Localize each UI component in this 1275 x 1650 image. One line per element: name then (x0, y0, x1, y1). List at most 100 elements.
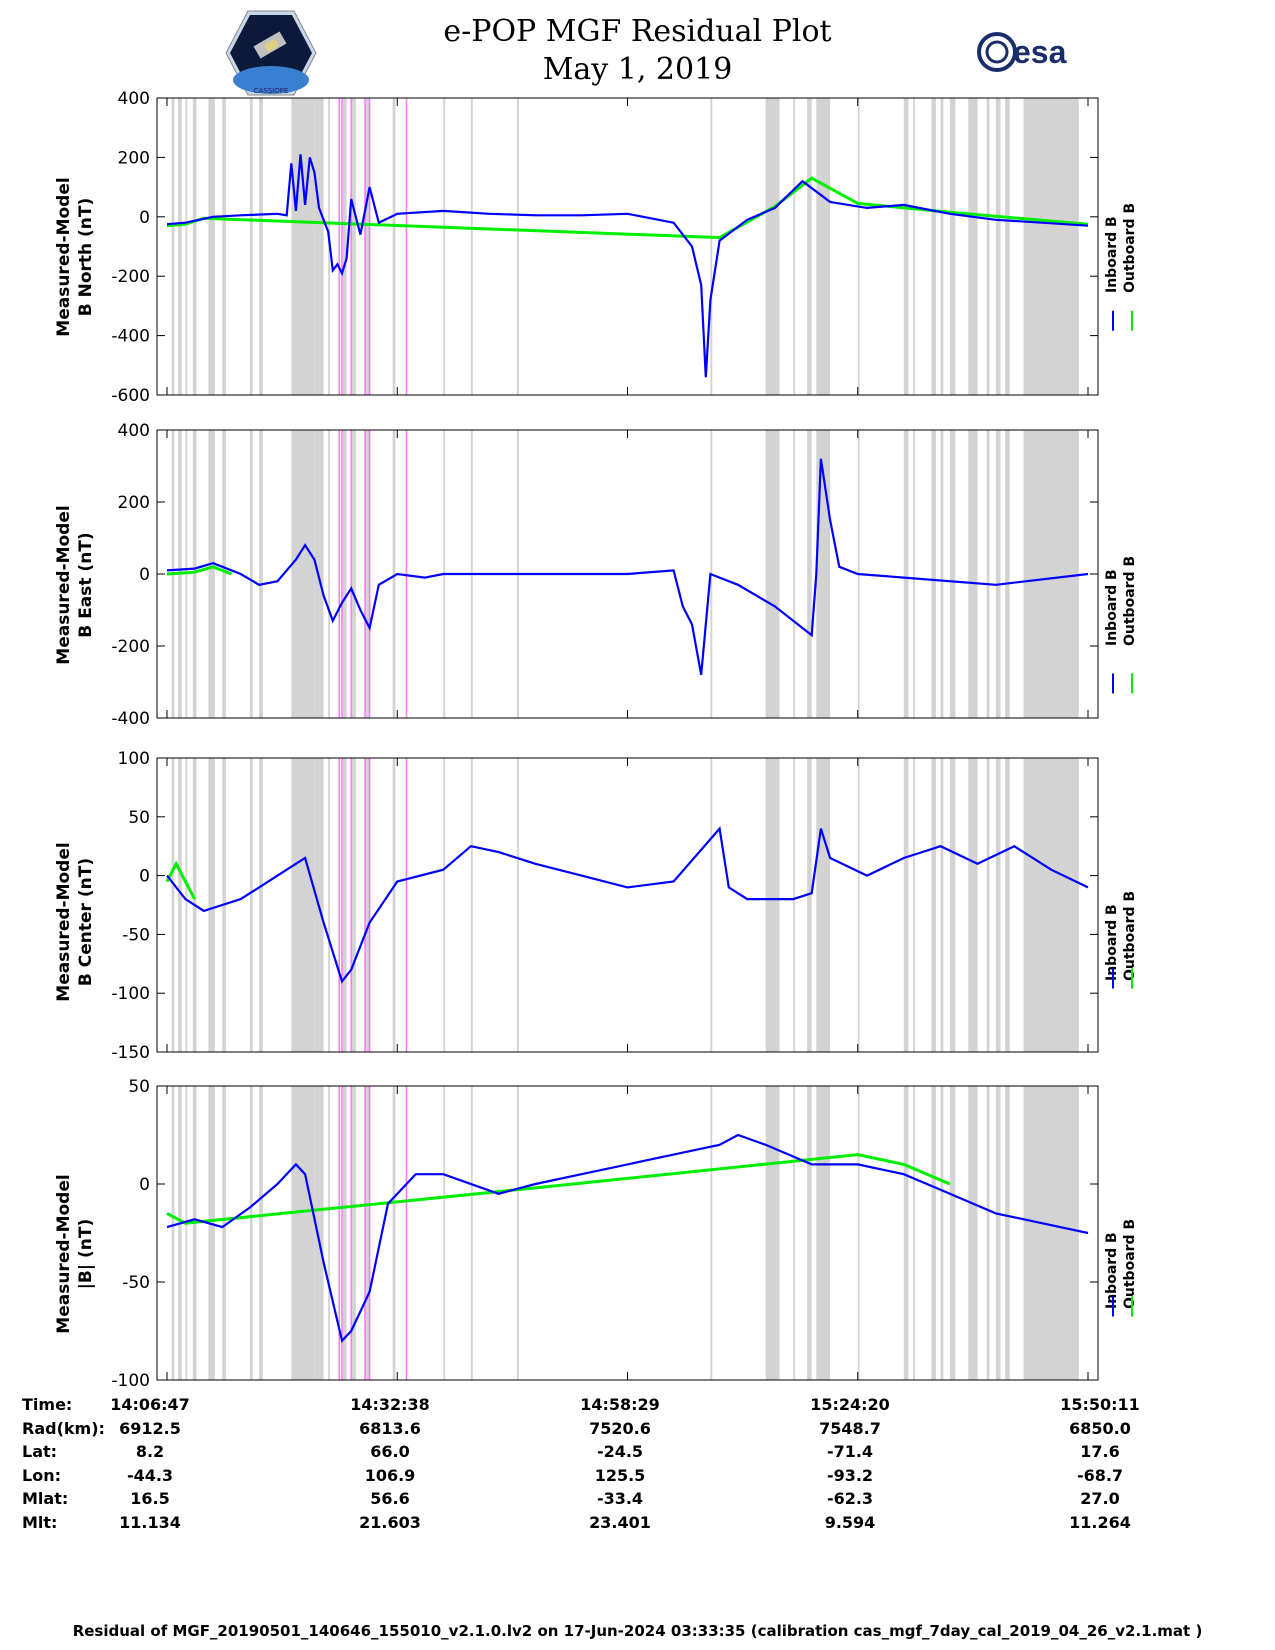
gap-band (913, 430, 915, 718)
gap-band (171, 758, 175, 1052)
gap-band (192, 430, 197, 718)
gap-band (807, 430, 812, 718)
series-inboard (166, 458, 1089, 675)
gap-band (968, 98, 978, 395)
gap-band (765, 430, 780, 718)
gap-band (816, 758, 831, 1052)
gap-band (259, 430, 263, 718)
gap-band (259, 98, 263, 395)
gap-band (793, 430, 796, 718)
gap-band (1023, 98, 1079, 395)
gap-band (192, 98, 197, 395)
gap-band (222, 430, 226, 718)
cassiope-logo: CASSIOPE (225, 10, 317, 96)
gap-band (392, 758, 396, 1052)
gap-band (765, 98, 780, 395)
gap-band (931, 758, 937, 1052)
gap-band (222, 1086, 226, 1380)
gap-band (968, 758, 978, 1052)
gap-band (1023, 758, 1079, 1052)
y-tick-label: 50 (128, 1077, 150, 1097)
gap-band (986, 1086, 990, 1380)
gap-band (192, 1086, 197, 1380)
gap-band (291, 430, 315, 718)
gap-band (365, 430, 370, 718)
gap-band (807, 1086, 812, 1380)
gap-band (443, 98, 446, 395)
panel-total: 50 0 -50 -100 (111, 1077, 1133, 1391)
y-tick-label: 400 (118, 89, 150, 109)
ephemeris-cell: 7520.6 (589, 1418, 651, 1438)
gap-band (185, 758, 188, 1052)
gap-band (816, 1086, 831, 1380)
gap-band (178, 758, 182, 1052)
gap-band (1005, 98, 1010, 395)
gap-band (185, 98, 188, 395)
gap-band (968, 430, 978, 718)
gap-band (986, 98, 990, 395)
gap-band (913, 98, 915, 395)
gap-band (351, 430, 356, 718)
ephemeris-cell: 17.6 (1080, 1442, 1120, 1461)
y-tick-label: -50 (122, 1273, 150, 1293)
page-title: e-POP MGF Residual Plot (443, 14, 832, 49)
gap-band (291, 98, 315, 395)
gap-band (1005, 758, 1010, 1052)
gap-band (931, 1086, 937, 1380)
gap-band (857, 758, 860, 1052)
ephemeris-cell: 15:50:11 (1060, 1395, 1140, 1414)
gap-band (392, 98, 396, 395)
gap-band (765, 758, 780, 1052)
gap-band (949, 98, 956, 395)
ephemeris-cell: 14:58:29 (580, 1395, 660, 1414)
gap-band (857, 98, 860, 395)
ephemeris-cell: 6912.5 (119, 1418, 181, 1438)
gap-band (208, 758, 215, 1052)
gap-band (341, 98, 347, 395)
y-tick-label: -50 (122, 925, 150, 945)
gap-band (995, 98, 1001, 395)
gap-band (1023, 430, 1079, 718)
gap-band (940, 758, 944, 1052)
series-outboard (166, 565, 233, 576)
gap-band (365, 1086, 370, 1380)
gap-band (913, 758, 915, 1052)
gap-band (807, 758, 812, 1052)
ephemeris-cell: -68.7 (1076, 1465, 1124, 1485)
ephemeris-cell: 125.5 (594, 1465, 646, 1485)
y-tick-label: 200 (118, 148, 150, 168)
gap-band (392, 430, 396, 718)
ephemeris-cell: -71.4 (826, 1442, 874, 1461)
ephemeris-cell: 7548.7 (819, 1418, 881, 1438)
gap-band (940, 98, 944, 395)
esa-logo: esa (977, 32, 1067, 72)
gap-band (392, 1086, 396, 1380)
ephemeris-cell: 14:06:47 (110, 1395, 190, 1414)
gap-band (995, 430, 1001, 718)
gap-band (949, 758, 956, 1052)
gap-band (995, 758, 1001, 1052)
series-inboard (166, 1133, 1089, 1344)
ephemeris-cell: 16.5 (130, 1489, 170, 1508)
gap-band (931, 98, 937, 395)
gap-band (259, 1086, 263, 1380)
ephemeris-cell: 21.603 (359, 1512, 421, 1532)
gap-band (710, 758, 713, 1052)
ephemeris-cell: -44.3 (126, 1465, 174, 1485)
gap-band (178, 98, 182, 395)
esa-logo-text: esa (1013, 34, 1067, 70)
gap-band (314, 1086, 324, 1380)
gap-band (793, 758, 796, 1052)
gap-band (249, 430, 253, 718)
gap-band (443, 758, 446, 1052)
panel-center: 100 50 0 -50 -100 -150 (111, 749, 1133, 1063)
gap-band (341, 430, 347, 718)
gap-band (949, 430, 956, 718)
gap-band (949, 1086, 956, 1380)
gap-band (903, 430, 909, 718)
gap-band (986, 430, 990, 718)
gap-band (470, 98, 473, 395)
gap-band (208, 430, 215, 718)
gap-band (185, 1086, 188, 1380)
panel-east: 400 200 0 -200 -400 (111, 421, 1133, 729)
